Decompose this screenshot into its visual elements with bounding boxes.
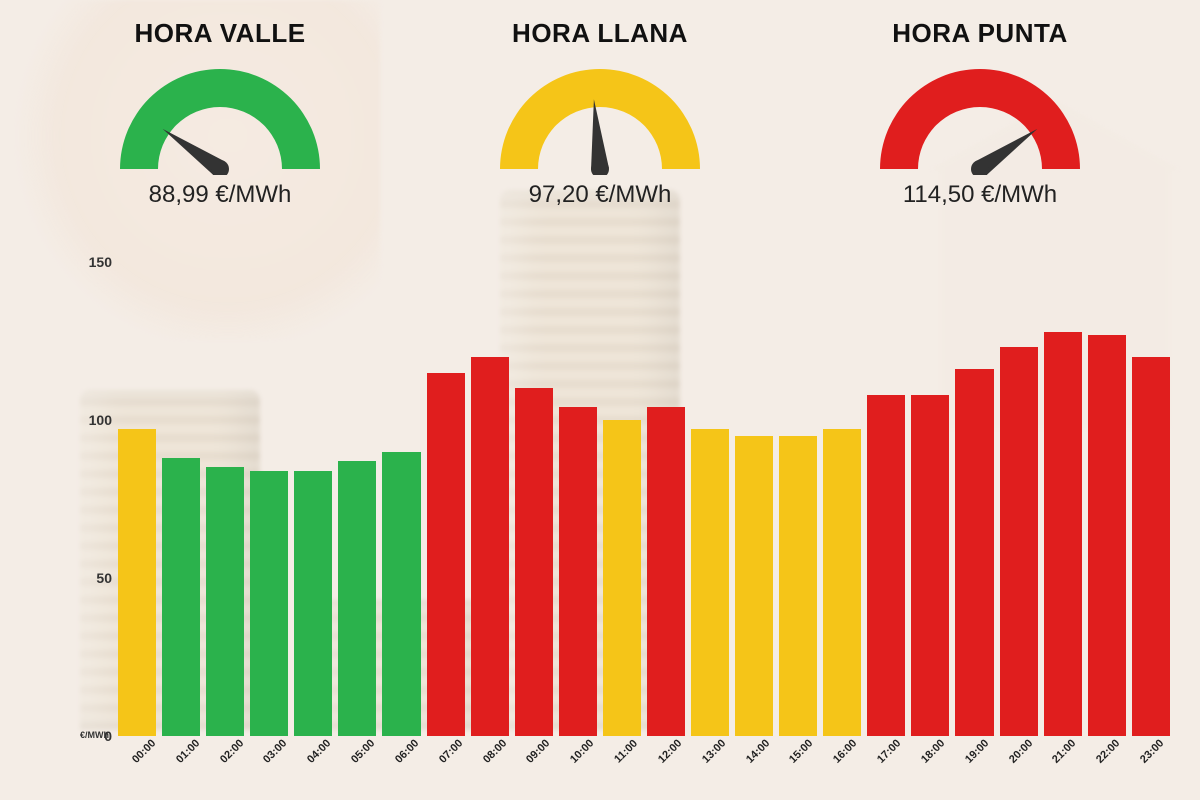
price-bar xyxy=(162,458,200,736)
gauge-price: 114,50 €/MWh xyxy=(830,181,1130,209)
x-axis-ticks: 00:0001:0002:0003:0004:0005:0006:0007:00… xyxy=(118,736,1170,778)
y-tick-label: 50 xyxy=(74,570,118,586)
price-bar xyxy=(735,436,773,736)
price-bar xyxy=(1132,357,1170,736)
price-bar xyxy=(823,429,861,736)
price-bar xyxy=(338,461,376,736)
price-bar xyxy=(294,471,332,736)
gauge: HORA PUNTA 114,50 €/MWh xyxy=(830,18,1130,209)
price-bar xyxy=(691,429,729,736)
price-bar xyxy=(515,388,553,736)
price-bar xyxy=(250,471,288,736)
price-bar xyxy=(1088,335,1126,736)
price-bar xyxy=(1000,347,1038,736)
price-bar xyxy=(382,452,420,736)
price-bar xyxy=(867,395,905,736)
price-bar xyxy=(559,407,597,736)
price-bar xyxy=(471,357,509,736)
gauge-title: HORA PUNTA xyxy=(830,18,1130,49)
price-bar xyxy=(206,467,244,736)
price-bar xyxy=(1044,332,1082,736)
bars-container xyxy=(118,262,1170,736)
gauge: HORA LLANA 97,20 €/MWh xyxy=(450,18,750,209)
hourly-price-bar-chart: 050100150 €/MWh 00:0001:0002:0003:0004:0… xyxy=(74,262,1170,778)
price-bar xyxy=(955,369,993,736)
gauge-title: HORA LLANA xyxy=(450,18,750,49)
price-bar xyxy=(118,429,156,736)
price-bar xyxy=(427,373,465,736)
price-bar xyxy=(647,407,685,736)
y-axis-ticks: 050100150 xyxy=(74,262,118,736)
gauge: HORA VALLE 88,99 €/MWh xyxy=(70,18,370,209)
price-bar xyxy=(603,420,641,736)
gauge-title: HORA VALLE xyxy=(70,18,370,49)
price-bar xyxy=(911,395,949,736)
y-tick-label: 100 xyxy=(74,412,118,428)
gauge-price: 88,99 €/MWh xyxy=(70,181,370,209)
gauge-arc-icon xyxy=(115,59,325,175)
gauge-arc-icon xyxy=(495,59,705,175)
gauge-arc-icon xyxy=(875,59,1085,175)
x-tick-label: 23:00 xyxy=(1132,732,1193,793)
price-bar xyxy=(779,436,817,736)
y-tick-label: 150 xyxy=(74,254,118,270)
y-axis-unit-label: €/MWh xyxy=(80,730,109,740)
gauge-price: 97,20 €/MWh xyxy=(450,181,750,209)
gauges-row: HORA VALLE 88,99 €/MWh HORA LLANA 97,20 €/M… xyxy=(0,0,1200,246)
